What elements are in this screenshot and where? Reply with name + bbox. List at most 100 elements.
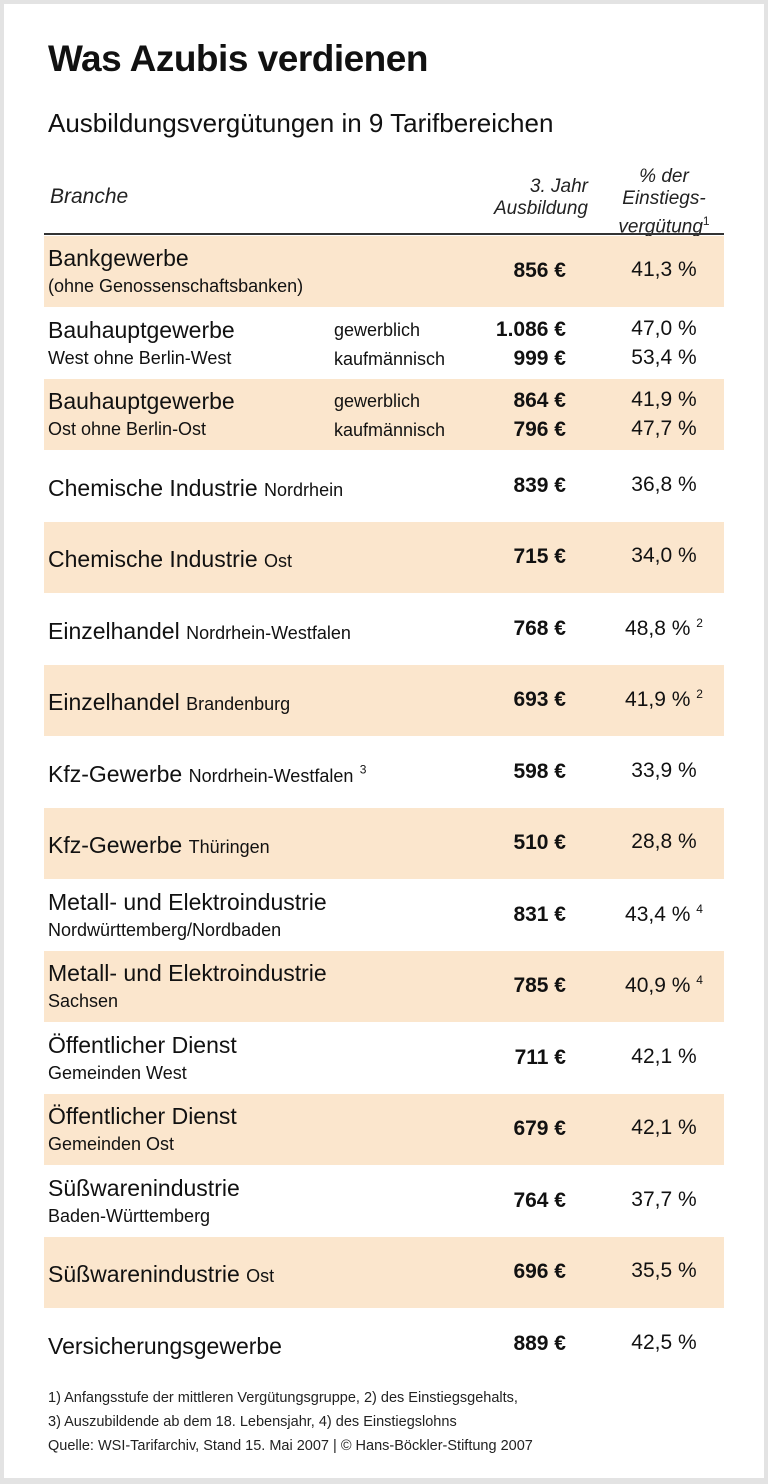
- table-row: Bauhauptgewerbe Ost ohne Berlin-Ost gewerb…: [44, 379, 724, 450]
- region-label: Brandenburg: [186, 694, 291, 714]
- amount-value: 785 €: [513, 974, 566, 997]
- region-sublabel: Gemeinden West: [48, 1062, 187, 1083]
- header-line: Einstiegs-: [622, 188, 706, 209]
- branche-label: Versicherungsgewerbe: [48, 1332, 282, 1359]
- amount-value: 696 €: [513, 1260, 566, 1283]
- branche-name: Öffentlicher Dienst: [48, 1032, 237, 1059]
- header-text: vergütung: [618, 216, 703, 238]
- percent-text: 42,1 %: [631, 1044, 697, 1068]
- region-label: Ost: [264, 551, 293, 571]
- table-row: Bankgewerbe (ohne Genossenschaftsbanken) 8…: [44, 236, 724, 307]
- percent-value: 42,5 %: [604, 1331, 724, 1355]
- percent-value: 33,9 %: [604, 759, 724, 783]
- branche-name: Bauhauptgewerbe: [48, 317, 235, 344]
- table-row: Metall- und Elektroindustrie Nordwürttemb…: [44, 880, 724, 951]
- region-label: Nordrhein-Westfalen: [186, 622, 351, 643]
- branche-label: Metall- und Elektroindustrie: [48, 888, 327, 915]
- percent-text: 53,4 %: [631, 345, 697, 369]
- footnote-marker: 4: [696, 973, 703, 987]
- branche-name: Süßwarenindustrie: [48, 1175, 240, 1202]
- header-divider: [44, 233, 724, 235]
- branche-name: Öffentlicher Dienst: [48, 1103, 237, 1130]
- region-label: Nordrhein: [264, 479, 344, 500]
- header-line: 3. Jahr: [529, 176, 588, 197]
- region-sublabel: West ohne Berlin-West: [48, 347, 232, 368]
- percent-value: 42,1 %: [604, 1116, 724, 1140]
- footnote: 1) Anfangsstufe der mittleren Vergütungs…: [48, 1390, 518, 1406]
- percent-value: 41,9 % 2: [604, 687, 724, 712]
- employment-type: kaufmännisch: [334, 348, 446, 369]
- branche-name: Bauhauptgewerbe: [48, 388, 235, 415]
- amount-value: 856 €: [513, 259, 566, 282]
- percent-value: 28,8 %: [604, 830, 724, 854]
- region-sublabel: Nordwürttemberg/Nordbaden: [48, 919, 282, 940]
- footnote-marker: 2: [696, 615, 703, 630]
- footnote-marker: 4: [696, 901, 703, 916]
- branche-name: Kfz-Gewerbe Thüringen: [48, 832, 270, 859]
- footnote-marker: 1: [702, 214, 710, 228]
- branche-label: Süßwarenindustrie: [48, 1261, 240, 1287]
- table-row: Kfz-Gewerbe Nordrhein-Westfalen 3 598 €33…: [44, 737, 724, 808]
- percent-value: 47,7 %: [604, 417, 724, 441]
- region-label: Nordrhein-Westfalen: [188, 765, 354, 786]
- percent-text: 40,9 %: [625, 974, 691, 997]
- amount-value: 1.086 €: [495, 317, 566, 341]
- header-line: vergütung1: [604, 210, 724, 238]
- percent-text: 42,5 %: [631, 1330, 697, 1354]
- branche-name: Chemische Industrie Ost: [48, 546, 292, 573]
- amount-value: 693 €: [513, 688, 566, 711]
- branche-name: Süßwarenindustrie Ost: [48, 1261, 274, 1288]
- amount-value: 889 €: [513, 1331, 566, 1355]
- column-header-amount: 3. Jahr Ausbildung: [494, 176, 588, 220]
- branche-name: Chemische Industrie Nordrhein: [48, 475, 343, 502]
- percent-value: 42,1 %: [604, 1045, 724, 1069]
- footnote-marker: 3: [359, 761, 367, 776]
- percent-value: 48,8 % 2: [604, 616, 724, 641]
- percent-value: 40,9 % 4: [604, 973, 724, 998]
- percent-text: 47,0 %: [631, 316, 697, 340]
- table-row: Chemische Industrie Nordrhein 839 € 36,8 %: [44, 451, 724, 522]
- table-row: Öffentlicher Dienst Gemeinden Ost 679 € 42,…: [44, 1094, 724, 1165]
- branche-label: Bankgewerbe: [48, 245, 189, 271]
- table-row: Süßwarenindustrie Ost 696 € 35,5 %: [44, 1237, 724, 1308]
- branche-label: Kfz-Gewerbe: [48, 832, 183, 858]
- branche-label: Chemische Industrie: [48, 474, 258, 501]
- percent-text: 41,3 %: [631, 258, 697, 281]
- percent-value: 34,0 %: [604, 544, 724, 568]
- percent-value: 35,5 %: [604, 1259, 724, 1283]
- branche-label: Metall- und Elektroindustrie: [48, 960, 327, 986]
- amount-value: 764 €: [513, 1188, 566, 1212]
- branche-label: Einzelhandel: [48, 617, 180, 644]
- header-line: % der: [639, 166, 689, 187]
- table-row: Süßwarenindustrie Baden-Württemberg 764 € 3…: [44, 1166, 724, 1237]
- percent-text: 37,7 %: [631, 1187, 697, 1211]
- region-sublabel: Gemeinden Ost: [48, 1134, 175, 1154]
- header-line: Ausbildung: [493, 198, 588, 219]
- employment-type: gewerblich: [334, 391, 421, 411]
- percent-value: 36,8 %: [604, 473, 724, 497]
- amount-value: 510 €: [513, 831, 566, 854]
- branche-label: Chemische Industrie: [48, 546, 258, 572]
- percent-text: 41,9 %: [625, 688, 691, 711]
- region-label: Thüringen: [188, 837, 270, 857]
- percent-text: 47,7 %: [631, 417, 697, 440]
- branche-name: Kfz-Gewerbe Nordrhein-Westfalen 3: [48, 761, 366, 788]
- branche-name: Versicherungsgewerbe: [48, 1333, 282, 1360]
- percent-value: 41,9 %: [604, 388, 724, 412]
- percent-value: 37,7 %: [604, 1188, 724, 1212]
- branche-label: Bauhauptgewerbe: [48, 388, 235, 414]
- percent-value: 53,4 %: [604, 346, 724, 370]
- branche-label: Einzelhandel: [48, 689, 180, 715]
- table-row: Einzelhandel Brandenburg 693 € 41,9 % 2: [44, 665, 724, 736]
- percent-text: 33,9 %: [631, 758, 697, 782]
- subtitle: Ausbildungsvergütungen in 9 Tarifbereich…: [48, 108, 554, 138]
- branche-name: Bankgewerbe: [48, 245, 189, 272]
- amount-value: 864 €: [513, 389, 566, 412]
- region-sublabel: (ohne Genossenschaftsbanken): [48, 276, 304, 296]
- table-row: Chemische Industrie Ost 715 € 34,0 %: [44, 522, 724, 593]
- table-row: Bauhauptgewerbe West ohne Berlin-West gewe…: [44, 308, 724, 379]
- amount-value: 999 €: [513, 346, 566, 370]
- percent-text: 41,9 %: [631, 388, 697, 411]
- column-header-percent: % der Einstiegs- vergütung1: [604, 166, 724, 238]
- branche-name: Metall- und Elektroindustrie: [48, 960, 327, 987]
